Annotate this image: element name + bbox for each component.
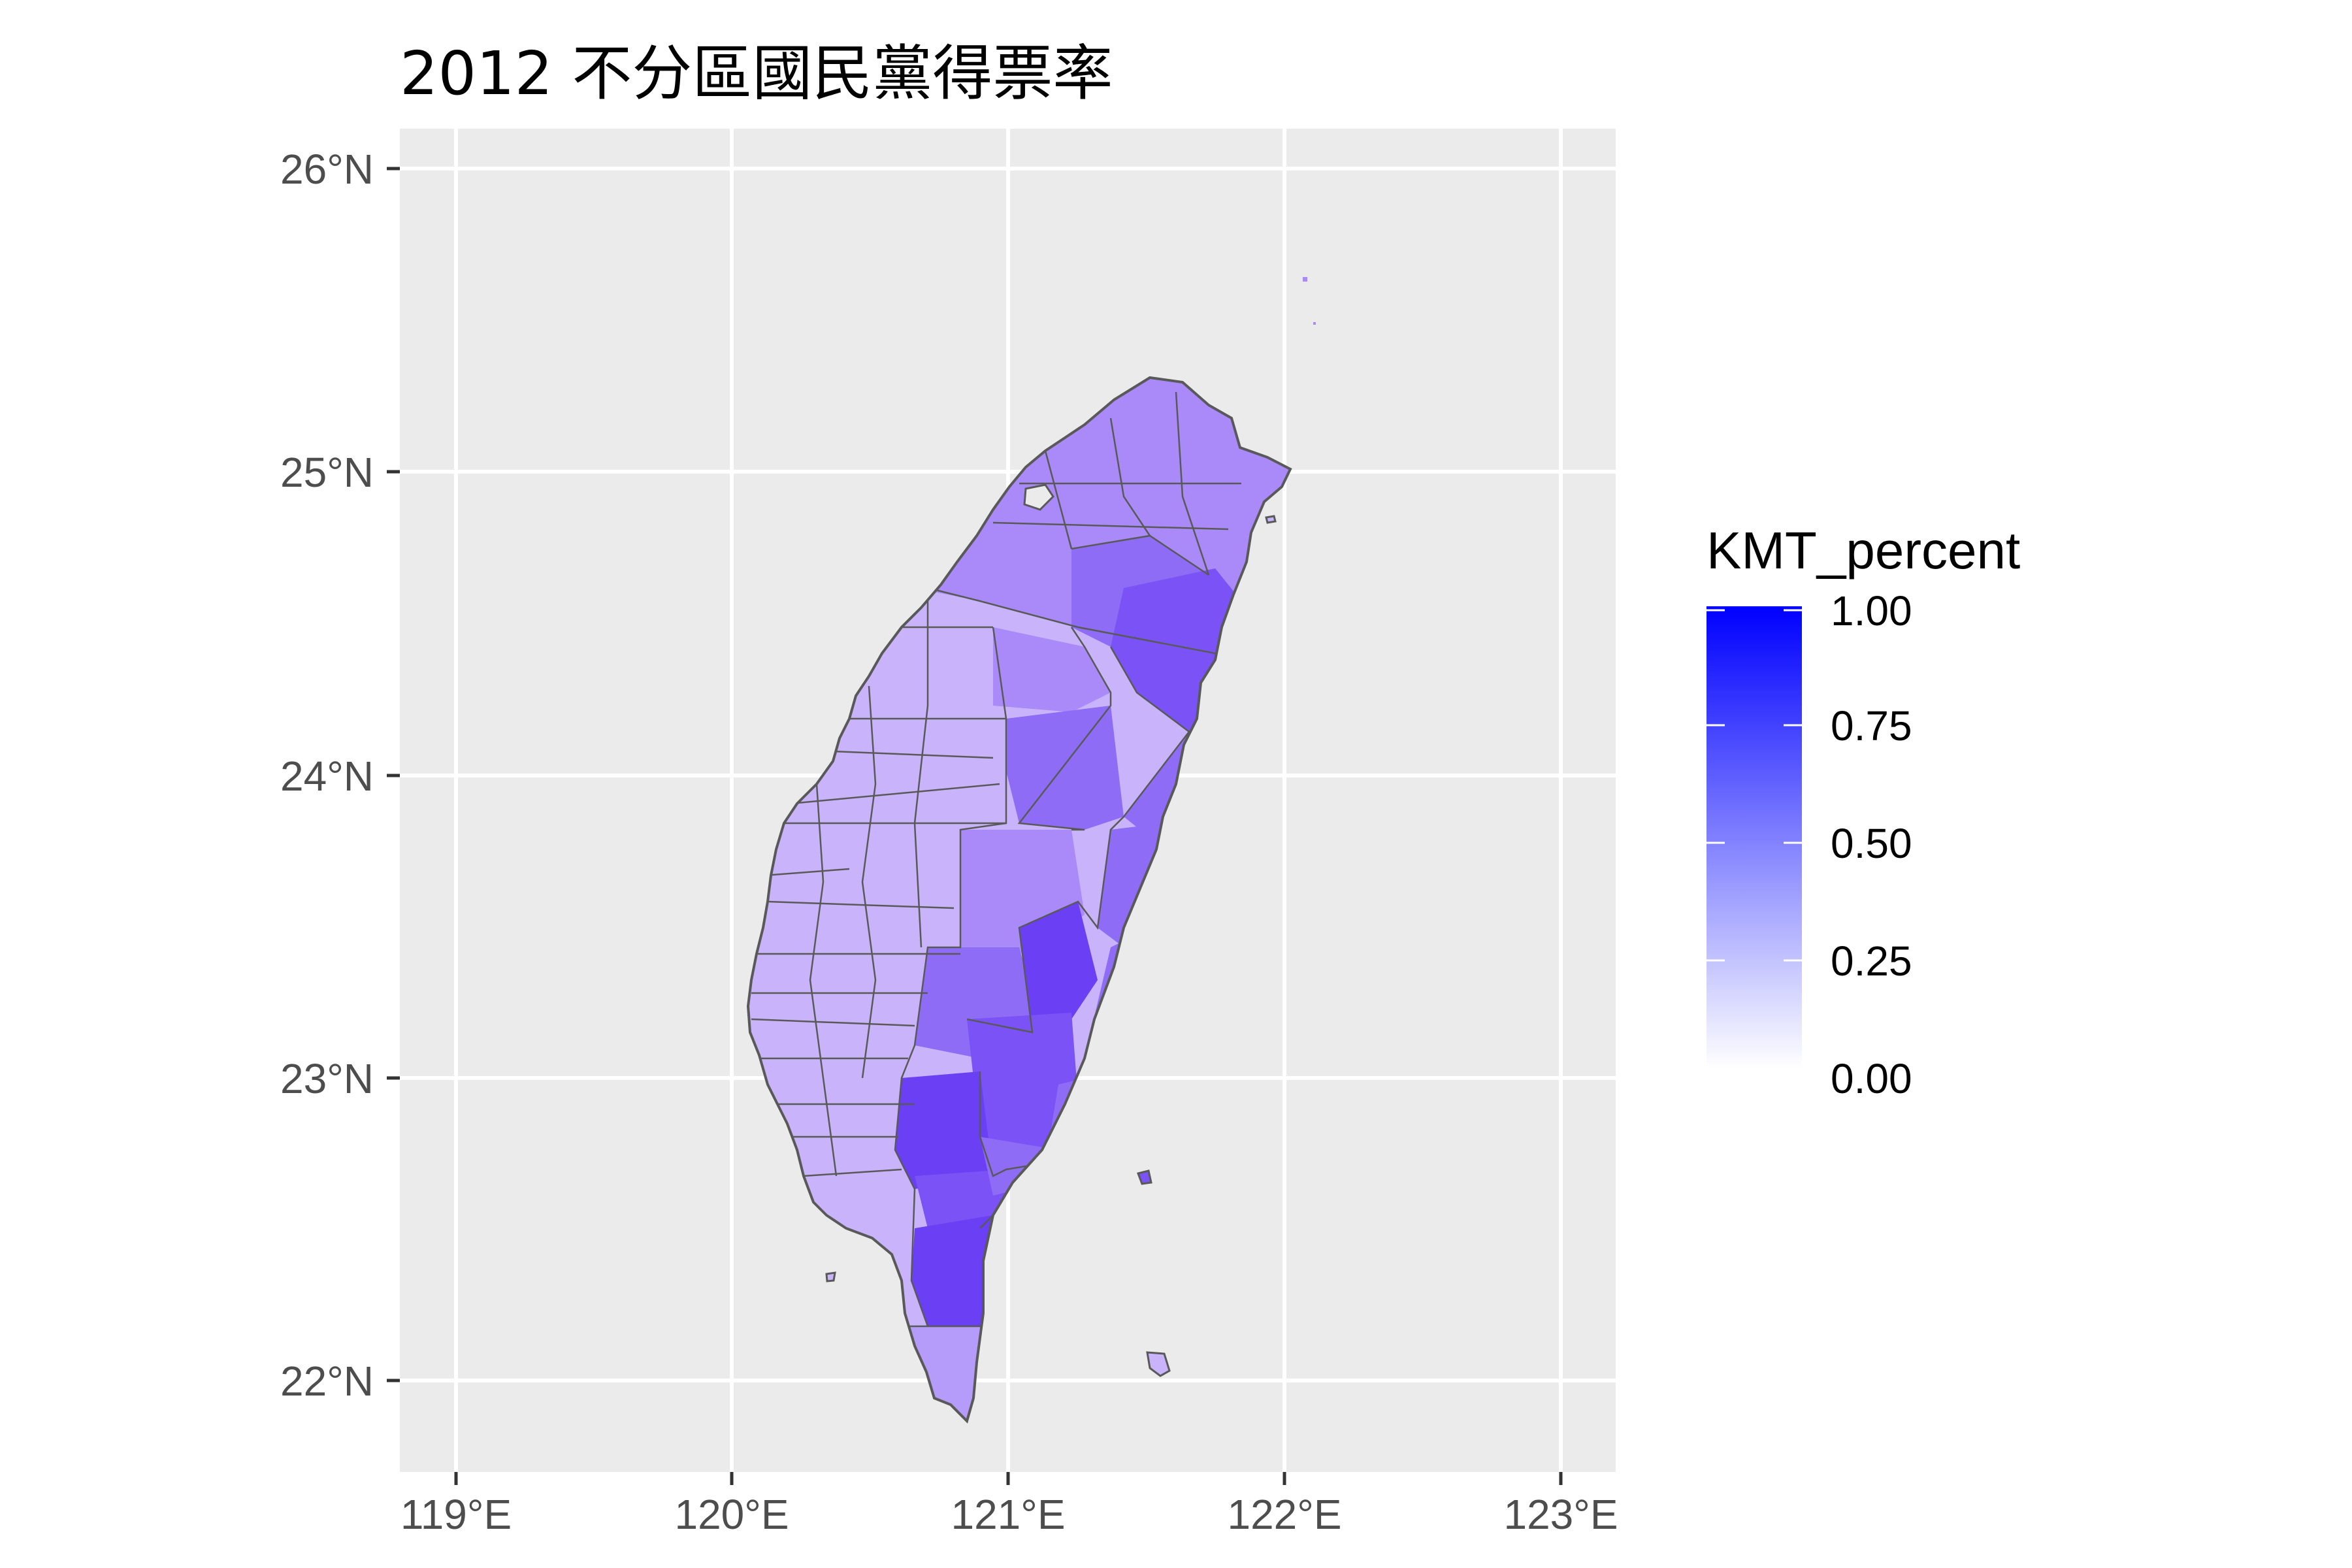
chart-title: 2012 不分區國民黨得票率 xyxy=(400,39,1113,108)
island-pengjia xyxy=(1303,277,1307,282)
axis-ticks xyxy=(387,167,1563,1485)
legend-label-0.75: 0.75 xyxy=(1831,702,1912,749)
taiwan-outline xyxy=(746,376,1292,1424)
region-pingtung-mountain xyxy=(911,1215,993,1352)
x-tick-label-119: 119°E xyxy=(400,1491,512,1538)
region-pingtung-north xyxy=(915,1169,1013,1228)
island-liuqiu xyxy=(825,1271,836,1282)
region-kaohsiung-south-mountain xyxy=(895,1071,993,1189)
y-tick-label-26: 26°N xyxy=(280,146,374,193)
x-tick-label-122: 122°E xyxy=(1227,1491,1341,1538)
island-orchid-island xyxy=(1146,1351,1171,1377)
x-tick-label-121: 121°E xyxy=(951,1491,1065,1538)
region-taitung-south xyxy=(980,1137,1058,1196)
legend-colorbar xyxy=(1707,606,1802,1069)
legend-label-0.00: 0.00 xyxy=(1831,1055,1912,1102)
region-hsinchu-miaoli-mountain xyxy=(993,627,1111,712)
legend-label-0.25: 0.25 xyxy=(1831,938,1912,985)
y-tick-label-23: 23°N xyxy=(280,1055,374,1102)
legend-colorbar-ticks xyxy=(1707,609,1802,962)
region-hualien-mid xyxy=(1098,823,1163,947)
legend-label-0.50: 0.50 xyxy=(1831,820,1912,867)
x-tick-label-123: 123°E xyxy=(1503,1491,1618,1538)
y-tick-label-24: 24°N xyxy=(280,753,374,800)
y-tick-label-25: 25°N xyxy=(280,449,374,496)
island-guishan xyxy=(1265,515,1277,524)
island-taipei-basin-hole xyxy=(1023,483,1054,511)
legend: KMT_percent 1.00 0.75 0.50 0.25 0.00 xyxy=(1707,521,2020,1102)
y-tick-label-22: 22°N xyxy=(280,1358,374,1405)
island-green-island xyxy=(1137,1169,1152,1185)
legend-title: KMT_percent xyxy=(1707,521,2020,580)
region-kaohsiung-taoyuan xyxy=(967,1013,1078,1150)
x-tick-label-120: 120°E xyxy=(674,1491,789,1538)
legend-label-1.00: 1.00 xyxy=(1831,587,1912,634)
region-kaohsiung-north-mountain xyxy=(1019,902,1098,1032)
district-borders xyxy=(751,391,1241,1328)
island-mianhua xyxy=(1313,322,1316,325)
region-nantou-north xyxy=(1006,706,1124,830)
